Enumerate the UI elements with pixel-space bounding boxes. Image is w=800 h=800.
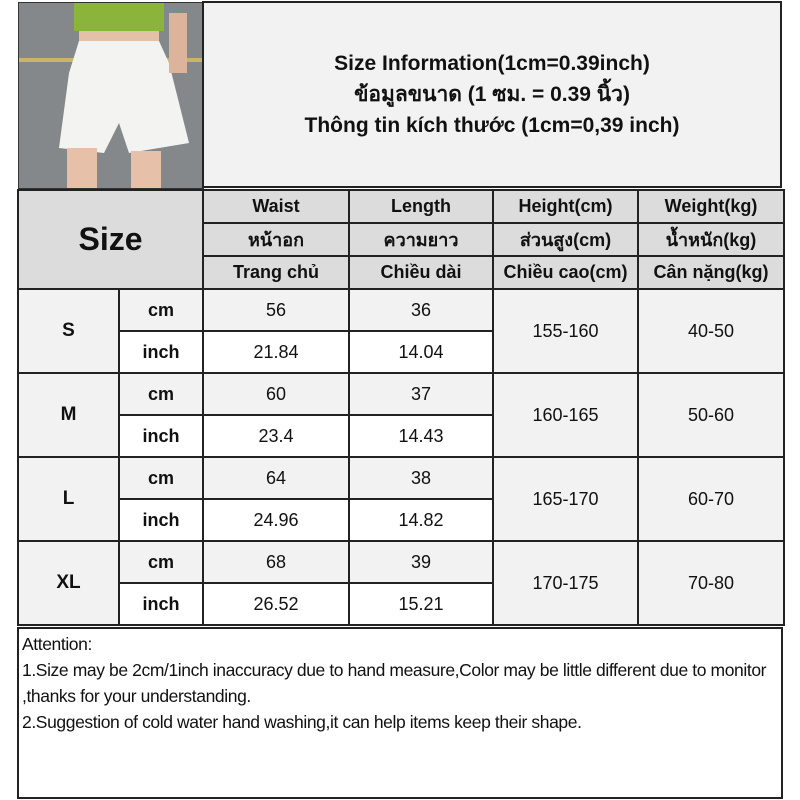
header-waist-vi: Trang chủ xyxy=(202,255,350,290)
waist-inch: 24.96 xyxy=(202,498,350,542)
height-range: 165-170 xyxy=(492,456,639,542)
length-cm: 39 xyxy=(348,540,494,584)
waist-cm: 68 xyxy=(202,540,350,584)
length-cm: 37 xyxy=(348,372,494,416)
size-label: S xyxy=(17,288,120,374)
height-range: 170-175 xyxy=(492,540,639,626)
title-vietnamese: Thông tin kích thước (1cm=0,39 inch) xyxy=(304,114,680,137)
table-row: inch 24.96 14.82 xyxy=(18,498,784,542)
unit-inch: inch xyxy=(118,582,204,626)
length-inch: 14.04 xyxy=(348,330,494,374)
table-row: inch 21.84 14.04 xyxy=(18,330,784,374)
title-english: Size Information(1cm=0.39inch) xyxy=(334,52,650,75)
header-height: Height(cm) xyxy=(492,189,639,224)
size-header: Size xyxy=(17,189,204,290)
size-label: M xyxy=(17,372,120,458)
length-inch: 14.82 xyxy=(348,498,494,542)
header-weight-thai: น้ำหนัก(kg) xyxy=(637,222,785,257)
notes-heading: Attention: xyxy=(22,634,92,654)
header-waist: Waist xyxy=(202,189,350,224)
table-row: inch 23.4 14.43 xyxy=(18,414,784,458)
size-info-title: Size Information(1cm=0.39inch) ข้อมูลขนา… xyxy=(202,1,782,188)
header-weight: Weight(kg) xyxy=(637,189,785,224)
product-photo xyxy=(18,2,204,189)
weight-range: 50-60 xyxy=(637,372,785,458)
waist-cm: 56 xyxy=(202,288,350,332)
size-table: Size Waist Length Height(cm) Weight(kg) … xyxy=(17,189,785,626)
length-cm: 36 xyxy=(348,288,494,332)
waist-inch: 21.84 xyxy=(202,330,350,374)
header-waist-thai: หน้าอก xyxy=(202,222,350,257)
height-range: 160-165 xyxy=(492,372,639,458)
unit-cm: cm xyxy=(118,288,204,332)
unit-cm: cm xyxy=(118,540,204,584)
header-length: Length xyxy=(348,189,494,224)
size-label: L xyxy=(17,456,120,542)
height-range: 155-160 xyxy=(492,288,639,374)
weight-range: 70-80 xyxy=(637,540,785,626)
waist-cm: 60 xyxy=(202,372,350,416)
header-length-thai: ความยาว xyxy=(348,222,494,257)
attention-notes: Attention: 1.Size may be 2cm/1inch inacc… xyxy=(17,627,783,799)
table-row: M cm 60 37 160-165 50-60 xyxy=(17,372,785,458)
waist-inch: 26.52 xyxy=(202,582,350,626)
waist-cm: 64 xyxy=(202,456,350,500)
header-weight-vi: Cân nặng(kg) xyxy=(637,255,785,290)
length-inch: 14.43 xyxy=(348,414,494,458)
header-length-vi: Chiều dài xyxy=(348,255,494,290)
weight-range: 40-50 xyxy=(637,288,785,374)
table-row: L cm 64 38 165-170 60-70 xyxy=(17,456,785,542)
header-height-vi: Chiều cao(cm) xyxy=(492,255,639,290)
unit-inch: inch xyxy=(118,330,204,374)
unit-cm: cm xyxy=(118,372,204,416)
weight-range: 60-70 xyxy=(637,456,785,542)
table-row: S cm 56 36 155-160 40-50 xyxy=(17,288,785,374)
waist-inch: 23.4 xyxy=(202,414,350,458)
note-2: 2.Suggestion of cold water hand washing,… xyxy=(22,712,582,732)
size-label: XL xyxy=(17,540,120,626)
length-cm: 38 xyxy=(348,456,494,500)
table-row: XL cm 68 39 170-175 70-80 xyxy=(17,540,785,626)
header-height-thai: ส่วนสูง(cm) xyxy=(492,222,639,257)
note-1: 1.Size may be 2cm/1inch inaccuracy due t… xyxy=(22,660,767,706)
title-thai: ข้อมูลขนาด (1 ซม. = 0.39 นิ้ว) xyxy=(354,83,630,106)
table-row: inch 26.52 15.21 xyxy=(18,582,784,626)
unit-inch: inch xyxy=(118,414,204,458)
length-inch: 15.21 xyxy=(348,582,494,626)
unit-cm: cm xyxy=(118,456,204,500)
unit-inch: inch xyxy=(118,498,204,542)
